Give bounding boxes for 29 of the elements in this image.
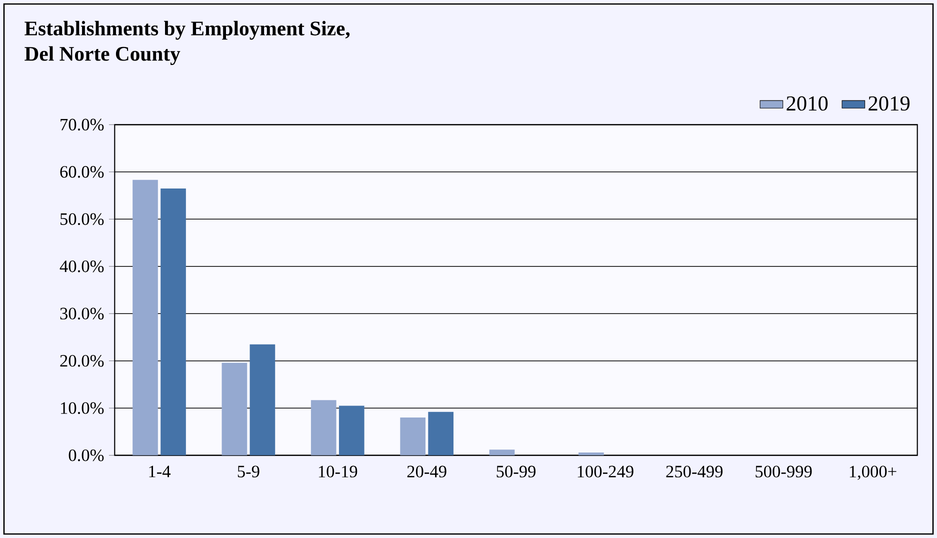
y-tick-label: 40.0% bbox=[60, 260, 104, 272]
bar bbox=[489, 450, 515, 456]
y-tick-label: 60.0% bbox=[60, 166, 104, 178]
bar bbox=[250, 344, 276, 456]
y-tick-label: 20.0% bbox=[60, 354, 104, 367]
y-tick-label: 50.0% bbox=[60, 213, 104, 226]
x-tick-label: 1,000+ bbox=[850, 466, 896, 480]
y-tick-label: 10.0% bbox=[61, 402, 104, 414]
x-tick-label: 5-9 bbox=[238, 466, 260, 478]
legend-label: 2010 bbox=[786, 96, 828, 111]
bar bbox=[310, 400, 336, 456]
chart-title: Establishments by Employment Size, Del Norte County bbox=[24, 20, 350, 66]
bar bbox=[400, 418, 426, 456]
bar bbox=[160, 188, 186, 456]
x-tick-label: 20-49 bbox=[407, 466, 446, 478]
bar bbox=[338, 406, 364, 456]
bar bbox=[132, 180, 158, 456]
x-tick-label: 100-249 bbox=[578, 466, 634, 478]
x-tick-label: 250-499 bbox=[666, 466, 723, 478]
y-tick-label: 30.0% bbox=[60, 308, 104, 320]
legend-label: 2019 bbox=[868, 96, 910, 111]
x-tick-label: 500-999 bbox=[756, 466, 812, 478]
bar bbox=[222, 362, 248, 456]
x-tick-label: 10-19 bbox=[318, 466, 358, 478]
y-tick-label: 70.0% bbox=[60, 118, 104, 131]
y-tick-label: 0.0% bbox=[68, 449, 104, 462]
x-tick-label: 50-99 bbox=[496, 466, 536, 478]
bar bbox=[428, 412, 454, 456]
x-tick-label: 1-4 bbox=[149, 466, 171, 478]
